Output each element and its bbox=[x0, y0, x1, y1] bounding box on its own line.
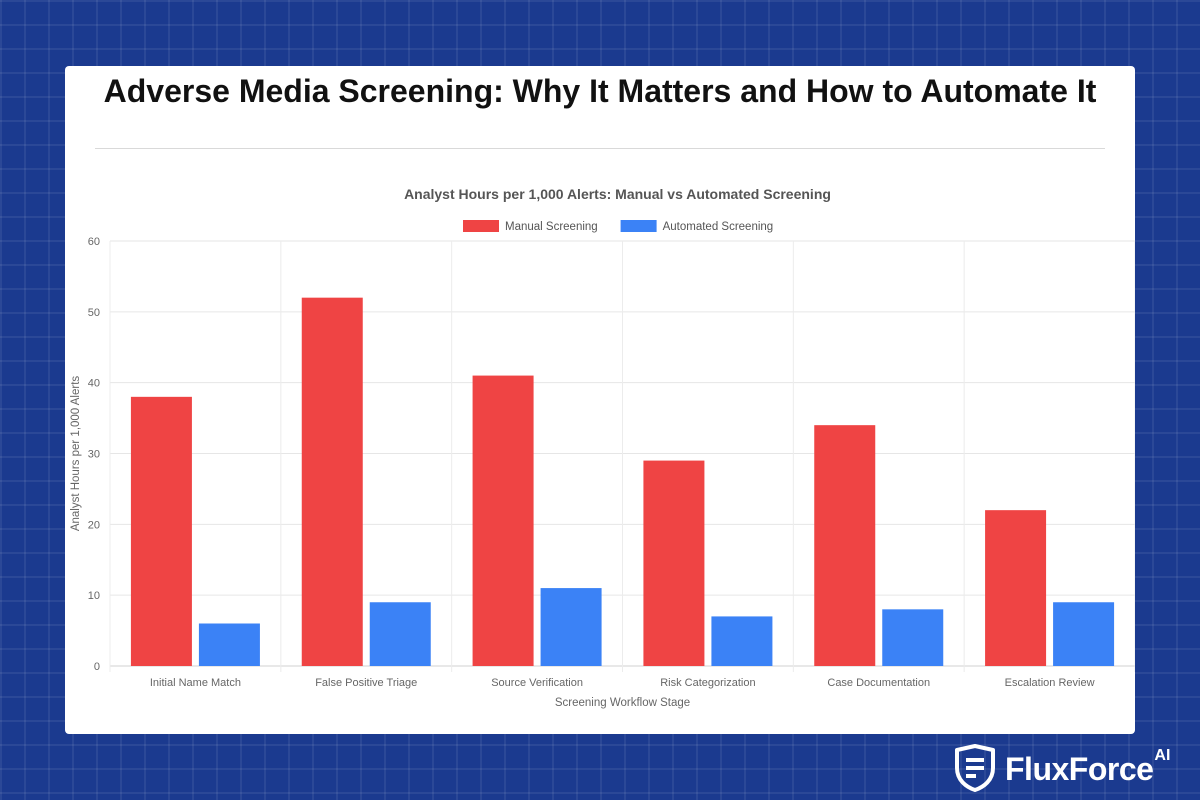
y-tick-label: 0 bbox=[94, 661, 100, 673]
x-tick-label: Escalation Review bbox=[1005, 677, 1095, 689]
y-axis-title: Analyst Hours per 1,000 Alerts bbox=[70, 376, 82, 532]
brand-suffix: AI bbox=[1154, 747, 1171, 764]
legend-swatch bbox=[463, 220, 499, 232]
y-tick-label: 40 bbox=[88, 378, 100, 390]
x-tick-label: Risk Categorization bbox=[660, 677, 755, 689]
bar-manual bbox=[472, 375, 534, 666]
bar-automated bbox=[882, 609, 944, 666]
bar-automated bbox=[540, 588, 602, 666]
bar-automated bbox=[711, 616, 773, 666]
x-axis-title: Screening Workflow Stage bbox=[555, 697, 690, 709]
y-tick-label: 20 bbox=[88, 519, 100, 531]
bar-manual bbox=[130, 396, 192, 666]
bar-manual bbox=[814, 425, 876, 666]
bar-manual bbox=[643, 460, 705, 666]
y-tick-label: 30 bbox=[88, 449, 100, 461]
bar-automated bbox=[1053, 602, 1115, 666]
x-tick-label: Initial Name Match bbox=[150, 677, 241, 689]
bar-chart: Analyst Hours per 1,000 Alerts: Manual v… bbox=[70, 186, 1135, 709]
y-tick-label: 60 bbox=[88, 236, 100, 248]
title-divider bbox=[95, 148, 1105, 149]
brand-name: FluxForce bbox=[1005, 750, 1154, 787]
shield-icon bbox=[955, 744, 995, 792]
bar-manual bbox=[301, 297, 363, 666]
bar-manual bbox=[985, 510, 1047, 666]
chart-title: Analyst Hours per 1,000 Alerts: Manual v… bbox=[404, 186, 831, 202]
x-tick-label: Case Documentation bbox=[827, 677, 930, 689]
x-tick-label: Source Verification bbox=[491, 677, 583, 689]
legend-swatch bbox=[620, 220, 657, 232]
y-tick-label: 50 bbox=[88, 307, 100, 319]
legend-label: Automated Screening bbox=[663, 221, 774, 233]
page-title: Adverse Media Screening: Why It Matters … bbox=[103, 73, 1097, 109]
brand-logo: FluxForce AI bbox=[953, 743, 1170, 793]
legend-label: Manual Screening bbox=[505, 221, 598, 233]
x-tick-label: False Positive Triage bbox=[315, 677, 417, 689]
bar-automated bbox=[369, 602, 431, 666]
y-tick-label: 10 bbox=[88, 590, 100, 602]
chart-card: Adverse Media Screening: Why It Matters … bbox=[65, 66, 1135, 734]
bar-automated bbox=[198, 623, 260, 666]
